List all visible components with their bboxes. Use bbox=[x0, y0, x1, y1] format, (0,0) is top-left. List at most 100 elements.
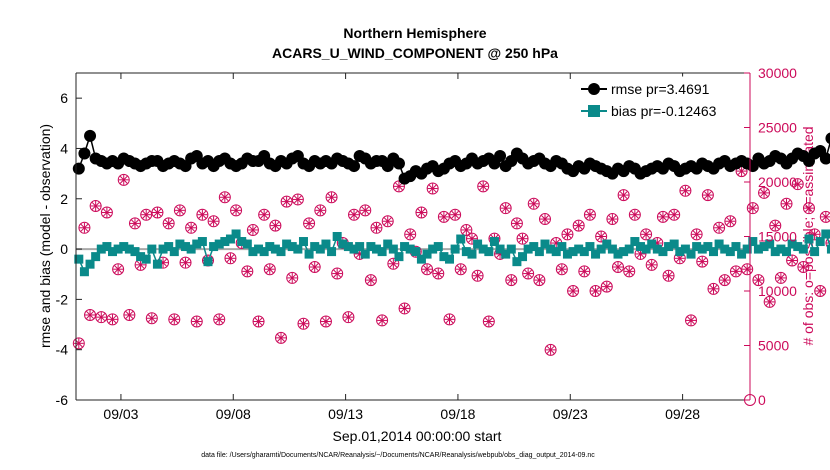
asterisk-stroke bbox=[709, 284, 718, 293]
obs-assimilated-marker bbox=[422, 264, 433, 275]
asterisk-stroke bbox=[125, 311, 134, 319]
obs-possible-marker bbox=[185, 221, 198, 234]
obs-assimilated-marker bbox=[416, 207, 427, 218]
obs-assimilated-marker bbox=[691, 229, 702, 240]
obs-possible-marker bbox=[314, 204, 327, 217]
obs-assimilated-marker bbox=[332, 268, 343, 279]
obs-possible-marker bbox=[454, 263, 467, 276]
ticks-layer: 09/03 09/08 09/13 09/18 09/23 09/28 -6 -4 -2 0 2 4 6… bbox=[56, 65, 798, 422]
bias-point bbox=[310, 242, 320, 252]
bias-point bbox=[192, 239, 202, 249]
asterisk-stroke bbox=[114, 265, 123, 274]
bias-point bbox=[96, 244, 106, 254]
bias-point bbox=[321, 239, 331, 249]
obs-assimilated-marker bbox=[736, 166, 747, 177]
bias-point bbox=[456, 234, 466, 244]
footer-data-file: data file: /Users/gharamti/Documents/NCA… bbox=[201, 452, 595, 459]
obs-possible-marker bbox=[612, 261, 625, 274]
asterisk-stroke bbox=[468, 234, 476, 243]
obs-assimilated-marker bbox=[742, 264, 753, 275]
asterisk-stroke bbox=[153, 208, 162, 217]
legend: rmse pr=3.4691 bias pr=-0.12463 bbox=[576, 76, 746, 124]
bias-point bbox=[478, 244, 488, 254]
obs-possible-marker bbox=[741, 263, 754, 276]
bias-point bbox=[810, 247, 820, 257]
asterisk-stroke bbox=[265, 265, 274, 274]
obs-possible-marker bbox=[404, 228, 417, 241]
chart-title-line2: ACARS_U_WIND_COMPONENT @ 250 hPa bbox=[272, 45, 558, 61]
obs-possible-marker bbox=[179, 256, 192, 269]
asterisk-stroke bbox=[720, 276, 729, 284]
obs-assimilated-marker bbox=[517, 233, 528, 244]
obs-assimilated-marker bbox=[264, 264, 275, 275]
asterisk-stroke bbox=[630, 210, 639, 219]
bias-point bbox=[669, 239, 679, 249]
bias-point bbox=[473, 239, 483, 249]
obs-assimilated-marker bbox=[556, 264, 567, 275]
asterisk-stroke bbox=[310, 263, 319, 271]
bias-point bbox=[377, 247, 387, 257]
bias-point bbox=[753, 244, 763, 254]
obs-possible-marker bbox=[303, 217, 316, 230]
asterisk-stroke bbox=[821, 212, 830, 221]
obs-assimilated-marker bbox=[208, 216, 219, 227]
asterisk-stroke bbox=[670, 210, 679, 219]
legend-box bbox=[576, 76, 746, 124]
asterisk-stroke bbox=[462, 226, 471, 234]
asterisk-stroke bbox=[451, 210, 460, 219]
bias-point bbox=[737, 249, 747, 259]
asterisk-stroke bbox=[243, 267, 252, 276]
y-left-tick-label: 0 bbox=[60, 241, 68, 257]
obs-assimilated-marker bbox=[719, 275, 730, 286]
asterisk-stroke bbox=[816, 287, 825, 295]
obs-assimilated-marker bbox=[79, 222, 90, 233]
asterisk-stroke bbox=[131, 219, 139, 228]
obs-possible-marker bbox=[825, 237, 830, 249]
asterisk-stroke bbox=[147, 314, 156, 323]
obs-assimilated-marker bbox=[124, 309, 135, 320]
bias-point bbox=[501, 249, 511, 259]
obs-assimilated-marker bbox=[444, 314, 455, 325]
obs-possible-marker bbox=[465, 232, 478, 245]
obs-assimilated-marker bbox=[601, 281, 612, 292]
obs-possible-marker bbox=[808, 228, 821, 241]
bias-point bbox=[658, 247, 668, 257]
obs-assimilated-marker bbox=[562, 229, 573, 240]
asterisk-stroke bbox=[181, 258, 190, 267]
bias-point bbox=[546, 244, 556, 254]
obs-assimilated-marker bbox=[472, 270, 483, 281]
bias-point bbox=[445, 254, 455, 264]
obs-possible-marker bbox=[623, 265, 636, 278]
asterisk-stroke bbox=[226, 254, 235, 263]
x-axis-label: Sep.01,2014 00:00:00 start bbox=[333, 428, 502, 444]
bias-point bbox=[697, 244, 707, 254]
obs-assimilated-marker bbox=[242, 266, 253, 277]
bias-point bbox=[664, 242, 674, 252]
obs-possible-marker bbox=[443, 313, 456, 326]
asterisk-stroke bbox=[591, 287, 600, 295]
asterisk-stroke bbox=[333, 269, 342, 278]
obs-possible-marker bbox=[348, 208, 361, 221]
asterisk-stroke bbox=[395, 182, 403, 191]
obs-possible-marker bbox=[359, 204, 372, 217]
obs-assimilated-marker bbox=[624, 266, 635, 277]
obs-assimilated-marker bbox=[113, 264, 124, 275]
asterisk-stroke bbox=[366, 276, 375, 284]
bias-point bbox=[349, 244, 359, 254]
asterisk-stroke bbox=[681, 186, 690, 195]
obs-possible-marker bbox=[752, 274, 765, 287]
obs-assimilated-marker bbox=[270, 220, 281, 231]
asterisk-stroke bbox=[86, 311, 94, 319]
bias-point bbox=[523, 244, 533, 254]
obs-assimilated-marker bbox=[101, 207, 112, 218]
bias-point bbox=[366, 242, 376, 252]
obs-assimilated-marker bbox=[320, 316, 331, 327]
obs-assimilated-marker bbox=[298, 318, 309, 329]
obs-possible-marker bbox=[117, 173, 130, 186]
obs-possible-marker bbox=[449, 208, 462, 221]
bias-point bbox=[686, 249, 696, 259]
asterisk-stroke bbox=[192, 317, 201, 326]
obs-possible-marker bbox=[128, 217, 141, 230]
obs-assimilated-marker bbox=[579, 266, 590, 277]
obs-assimilated-marker bbox=[753, 275, 764, 286]
